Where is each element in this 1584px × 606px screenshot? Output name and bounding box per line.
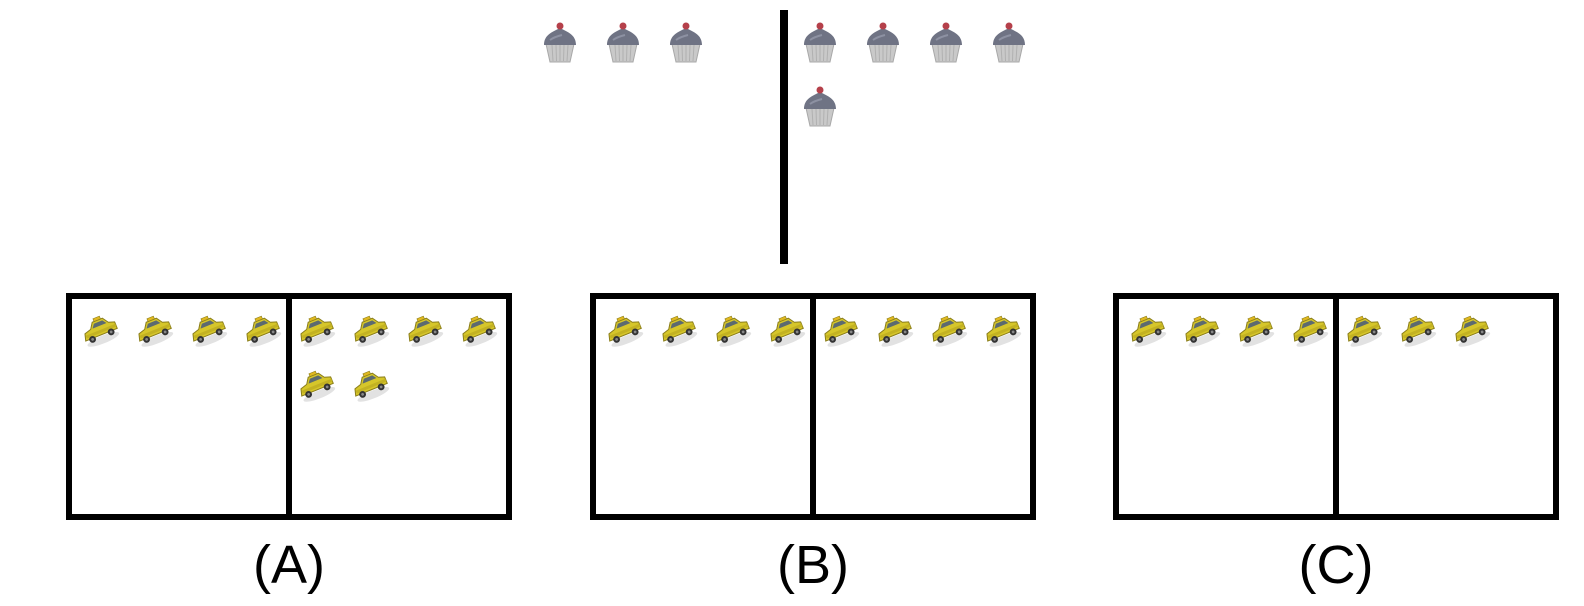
cupcake-icon <box>926 20 966 64</box>
taxi-icon <box>820 313 860 357</box>
taxi-icon <box>604 313 644 357</box>
cupcake-icon <box>540 20 580 64</box>
reference-right-group <box>790 0 1570 270</box>
taxi-icon <box>982 313 1022 357</box>
option-box[interactable] <box>1113 293 1559 520</box>
option-label: (C) <box>1298 535 1374 595</box>
taxi-icon <box>1181 313 1221 357</box>
option-divider <box>286 299 292 514</box>
taxi-icon <box>404 313 444 357</box>
option-box[interactable] <box>590 293 1036 520</box>
taxi-icon <box>1289 313 1329 357</box>
option-box[interactable] <box>66 293 512 520</box>
option-divider <box>1333 299 1339 514</box>
taxi-icon <box>296 368 336 412</box>
taxi-icon <box>1127 313 1167 357</box>
taxi-icon <box>874 313 914 357</box>
taxi-icon <box>188 313 228 357</box>
taxi-icon <box>712 313 752 357</box>
cupcake-icon <box>603 20 643 64</box>
taxi-icon <box>1235 313 1275 357</box>
taxi-icon <box>1397 313 1437 357</box>
taxi-icon <box>134 313 174 357</box>
reference-left-group <box>0 0 780 270</box>
taxi-icon <box>296 313 336 357</box>
taxi-icon <box>80 313 120 357</box>
taxi-icon <box>1451 313 1491 357</box>
cupcake-icon <box>666 20 706 64</box>
taxi-icon <box>458 313 498 357</box>
taxi-icon <box>242 313 282 357</box>
taxi-icon <box>928 313 968 357</box>
option-label: (A) <box>253 535 325 595</box>
taxi-icon <box>1343 313 1383 357</box>
taxi-icon <box>350 313 390 357</box>
option-divider <box>810 299 816 514</box>
cupcake-icon <box>800 20 840 64</box>
taxi-icon <box>658 313 698 357</box>
reference-divider <box>780 10 788 264</box>
cupcake-icon <box>989 20 1029 64</box>
taxi-icon <box>766 313 806 357</box>
cupcake-icon <box>863 20 903 64</box>
cupcake-icon <box>800 84 840 128</box>
reference-panel <box>0 0 1584 270</box>
option-label: (B) <box>777 535 849 595</box>
taxi-icon <box>350 368 390 412</box>
